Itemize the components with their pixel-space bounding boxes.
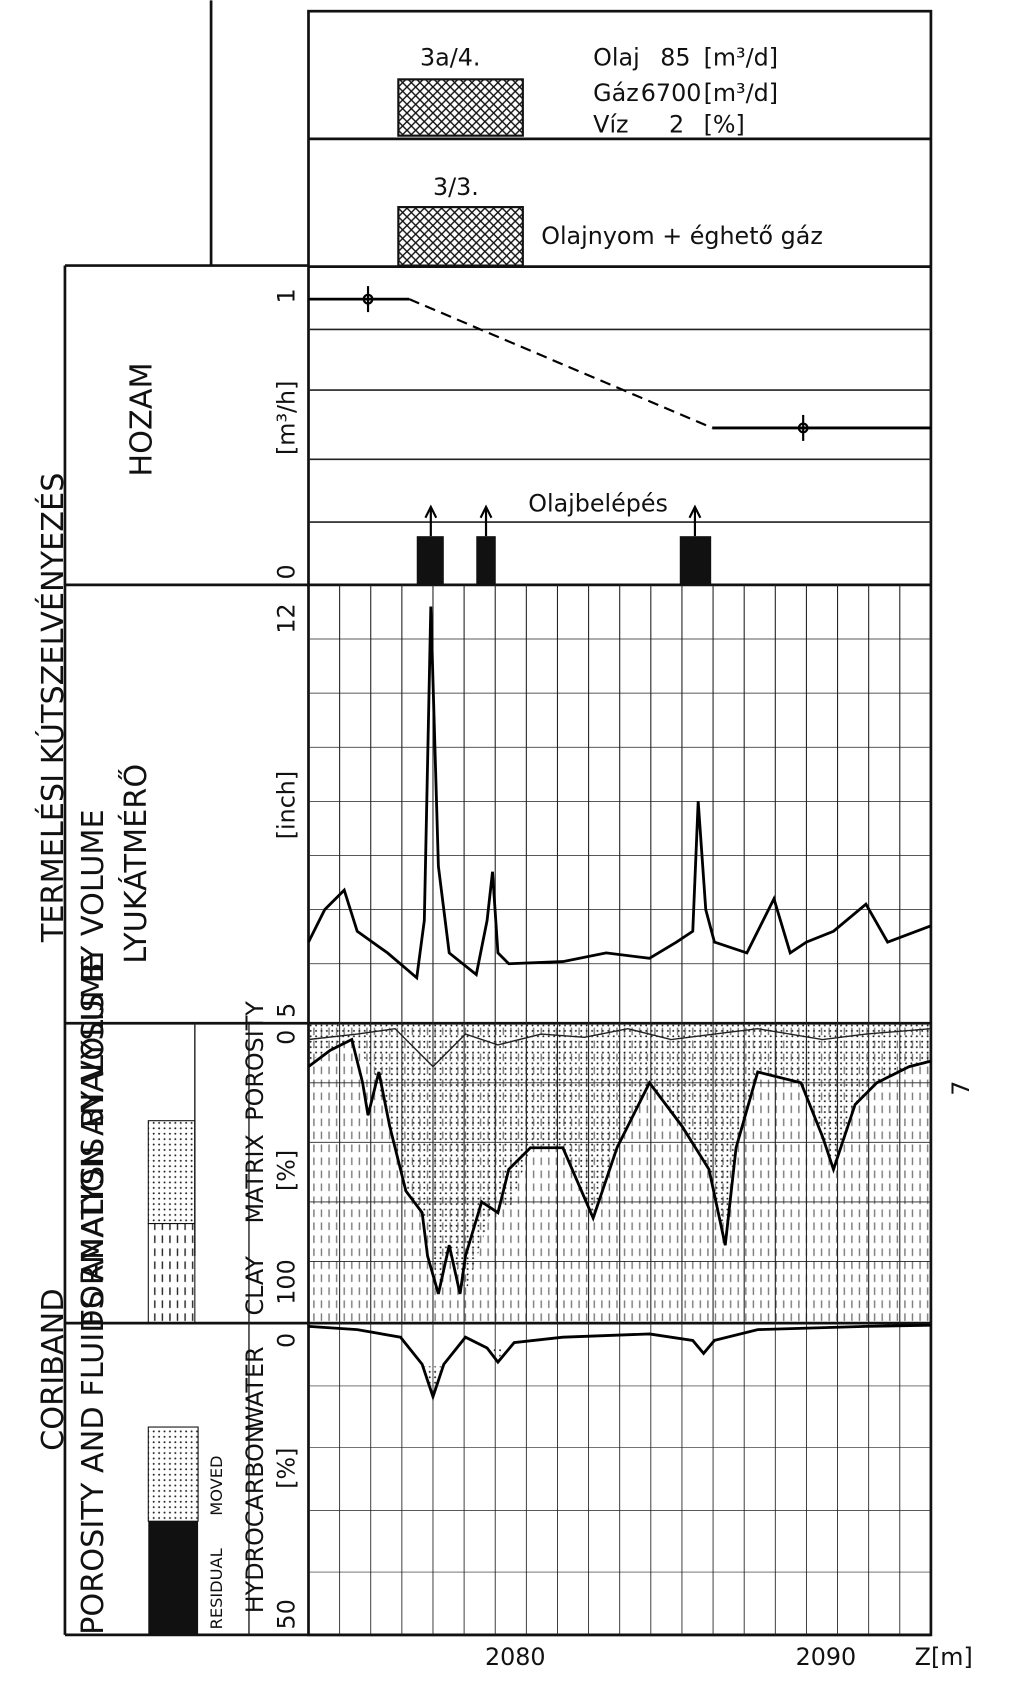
- test-value: 6700: [641, 79, 702, 107]
- production-label: HOZAM: [125, 362, 160, 476]
- legend-item: HYDROCARBON: [241, 1425, 269, 1613]
- test-value: 2: [669, 110, 684, 138]
- scale-label: 0: [272, 1333, 300, 1348]
- unit-label: [%]: [272, 1150, 300, 1191]
- caliper-label: LYUKÁTMÉRŐ: [117, 764, 154, 964]
- formation-track: [307, 1023, 932, 1324]
- title: TERMELÉSI KÚTSZELVÉNYEZÉS: [34, 473, 71, 944]
- scale-label: 100: [272, 1259, 300, 1304]
- legend-item: MATRIX: [241, 1134, 269, 1223]
- test-unit: [%]: [704, 110, 745, 138]
- texts: TERMELÉSI KÚTSZELVÉNYEZÉS CORIBAND HOZAM…: [34, 43, 975, 1671]
- test-value: 85: [660, 43, 690, 71]
- legend-item: WATER: [241, 1346, 269, 1429]
- legend-item: RESIDUAL: [207, 1548, 226, 1629]
- scale-label: 1: [272, 288, 300, 303]
- legend-item: MOVED: [207, 1455, 226, 1515]
- scale-label: 50: [272, 1599, 300, 1629]
- depth-tick: 2090: [796, 1643, 857, 1671]
- test-unit: [m³/d]: [704, 43, 778, 71]
- test-value: Gáz: [593, 79, 639, 107]
- test-value: Víz: [593, 110, 628, 138]
- legend-item: POROSITY: [241, 1001, 269, 1121]
- scale-label: 12: [272, 603, 300, 633]
- unit-label: [%]: [272, 1448, 300, 1489]
- formation-label: FORMATION ANALYSIS BY VOLUME: [76, 809, 111, 1326]
- scale-label: 5: [272, 1003, 300, 1018]
- scale-label: 0: [272, 1030, 300, 1045]
- unit-label: [inch]: [272, 771, 300, 839]
- unit-label: [m³/h]: [272, 381, 300, 455]
- legend-item: CLAY: [241, 1256, 269, 1316]
- production-track: [308, 78, 931, 585]
- tool-name: CORIBAND: [36, 1288, 71, 1451]
- oil-entry: Olajbelépés: [528, 489, 668, 517]
- test-unit: [m³/d]: [704, 79, 778, 107]
- fluid-curve: [308, 1323, 931, 1402]
- test-id: 3a/4.: [420, 43, 480, 71]
- grid: [308, 328, 931, 1635]
- legend-swatches: [147, 1120, 199, 1635]
- test-id: 3/3.: [433, 173, 479, 201]
- fluids-label: POROSITY AND FLUIDS ANALYSIS BY VOLUME: [76, 954, 111, 1635]
- page-number: 7: [947, 1081, 975, 1096]
- fluid-fill: [424, 1348, 505, 1395]
- scale-label: 0: [272, 564, 300, 579]
- depth-unit: Z[m]: [915, 1643, 973, 1671]
- test-value: Olaj: [593, 43, 640, 71]
- depth-tick: 2080: [485, 1643, 546, 1671]
- test-result: Olajnyom + éghető gáz: [541, 222, 823, 250]
- caliper-curve: [307, 606, 932, 981]
